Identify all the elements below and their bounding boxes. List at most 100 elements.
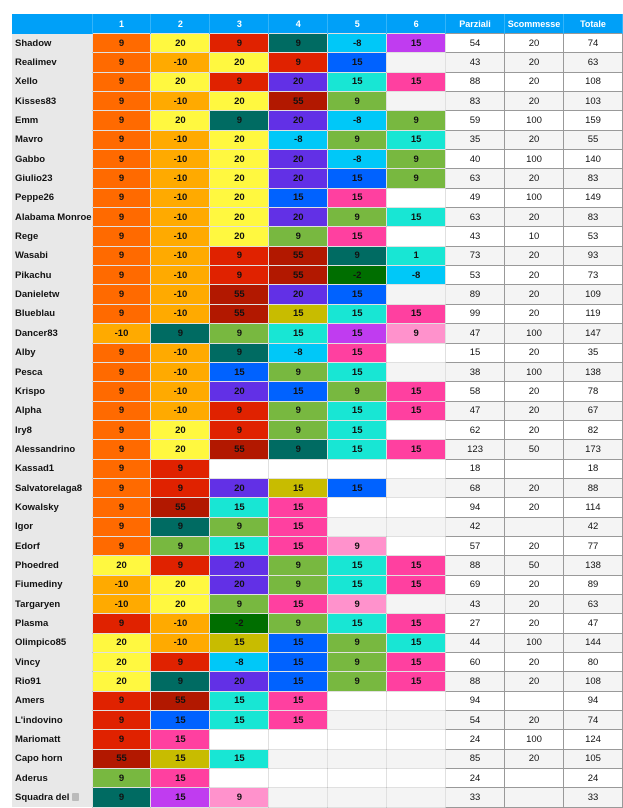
round-4-score: 15: [268, 690, 329, 712]
round-2-score: 15: [150, 787, 211, 808]
round-2-score: -10: [150, 226, 211, 247]
round-6-score: 15: [386, 400, 447, 421]
player-name: Alessandrino: [15, 443, 76, 455]
round-5-score: 9: [327, 632, 388, 654]
round-6-score: -8: [386, 265, 447, 286]
round-1-score: 9: [91, 400, 152, 421]
scommesse-cell: [504, 516, 565, 537]
totale-cell: 83: [563, 168, 623, 189]
round-4-score: 15: [268, 516, 329, 537]
player-name-cell: Blueblau: [12, 304, 93, 324]
scommesse-cell: 20: [504, 535, 565, 557]
round-4-score: 9: [268, 555, 329, 576]
round-2-score: 9: [150, 458, 211, 479]
round-3-score: 20: [209, 129, 270, 151]
round-3-score: 15: [209, 710, 270, 731]
round-2-score: -10: [150, 284, 211, 305]
player-name-cell: Iry8: [12, 420, 93, 440]
round-1-score: 9: [91, 439, 152, 460]
player-name-cell: Giulio23: [12, 168, 93, 189]
totale-cell: 94: [563, 690, 623, 712]
round-5-score: 15: [327, 168, 388, 189]
table-row: Rege 9 -10 20 9 15 43 10 53: [12, 226, 623, 247]
parziali-cell: 54: [445, 710, 506, 731]
table-row: Plasma 9 -10 -2 9 15 15 27 20 47: [12, 613, 623, 634]
round-6-score: 15: [386, 574, 447, 595]
parziali-cell: 59: [445, 110, 506, 131]
totale-cell: 24: [563, 768, 623, 789]
table-row: Mavro 9 -10 20 -8 9 15 35 20 55: [12, 129, 623, 151]
player-name: Alabama Monroe: [15, 211, 92, 223]
round-2-score: -10: [150, 245, 211, 267]
round-5-score: 9: [327, 129, 388, 151]
header-round-5: 5: [327, 14, 388, 34]
round-3-empty: [209, 729, 270, 750]
scommesse-cell: 100: [504, 149, 565, 170]
totale-cell: 103: [563, 91, 623, 112]
player-name-cell: Kassad1: [12, 459, 93, 479]
round-6-score: 15: [386, 613, 447, 634]
player-name-cell: Rio91: [12, 671, 93, 692]
parziali-cell: 15: [445, 342, 506, 363]
player-name-cell: Shadow: [12, 33, 93, 53]
round-3-score: 15: [209, 690, 270, 712]
round-4-score: 20: [268, 149, 329, 170]
header-row: 1 2 3 4 5 6 Parziali Scommesse Totale: [12, 14, 623, 34]
scommesse-cell: 20: [504, 129, 565, 151]
scommesse-cell: 20: [504, 245, 565, 267]
round-5-score: 15: [327, 303, 388, 325]
totale-cell: 149: [563, 187, 623, 209]
round-2-score: 20: [150, 574, 211, 595]
totale-cell: 140: [563, 149, 623, 170]
player-name-cell: Fiumediny: [12, 575, 93, 595]
parziali-cell: 43: [445, 593, 506, 615]
totale-cell: 147: [563, 323, 623, 344]
parziali-cell: 42: [445, 516, 506, 537]
table-row: Salvatorelaga8 9 9 20 15 15 68 20 88: [12, 477, 623, 499]
round-5-score: 9: [327, 381, 388, 402]
round-6-score: 15: [386, 671, 447, 692]
parziali-cell: 94: [445, 690, 506, 712]
totale-cell: 119: [563, 303, 623, 325]
player-name: Kowalsky: [15, 501, 59, 513]
round-1-score: 20: [91, 632, 152, 654]
round-4-empty: [268, 768, 329, 789]
round-2-score: -10: [150, 613, 211, 634]
round-4-score: 15: [268, 323, 329, 344]
round-3-score: 15: [209, 535, 270, 557]
player-name-cell: Plasma: [12, 613, 93, 634]
round-4-empty: [268, 729, 329, 750]
round-4-score: 20: [268, 110, 329, 131]
round-2-score: 9: [150, 535, 211, 557]
standings-table: 1 2 3 4 5 6 Parziali Scommesse Totale Sh…: [12, 14, 623, 808]
round-4-score: 9: [268, 400, 329, 421]
player-name-cell: Alessandrino: [12, 439, 93, 460]
round-2-score: 9: [150, 323, 211, 344]
header-round-2: 2: [150, 14, 211, 34]
round-1-score: -10: [91, 574, 152, 595]
totale-cell: 82: [563, 419, 623, 441]
round-5-score: 15: [327, 323, 388, 344]
totale-cell: 33: [563, 787, 623, 808]
player-name: Olimpico85: [15, 637, 67, 649]
scommesse-cell: 20: [504, 207, 565, 228]
round-5-score: 9: [327, 91, 388, 112]
round-4-score: 20: [268, 207, 329, 228]
player-name: Pikachu: [15, 269, 52, 281]
round-3-score: 20: [209, 226, 270, 247]
round-2-score: 20: [150, 71, 211, 93]
table-row: L'indovino 9 15 15 15 54 20 74: [12, 710, 623, 731]
round-6-score: 15: [386, 32, 447, 54]
player-name: Salvatorelaga8: [15, 482, 83, 494]
round-5-score: 15: [327, 400, 388, 421]
totale-cell: 78: [563, 381, 623, 402]
round-3-score: 9: [209, 71, 270, 93]
scommesse-cell: [504, 768, 565, 789]
round-1-score: 9: [91, 787, 152, 808]
round-6-empty: [386, 187, 447, 209]
round-1-score: 9: [91, 361, 152, 383]
round-5-score: -8: [327, 149, 388, 170]
round-3-score: 20: [209, 91, 270, 112]
round-5-empty: [327, 710, 388, 731]
player-name: Emm: [15, 115, 39, 127]
